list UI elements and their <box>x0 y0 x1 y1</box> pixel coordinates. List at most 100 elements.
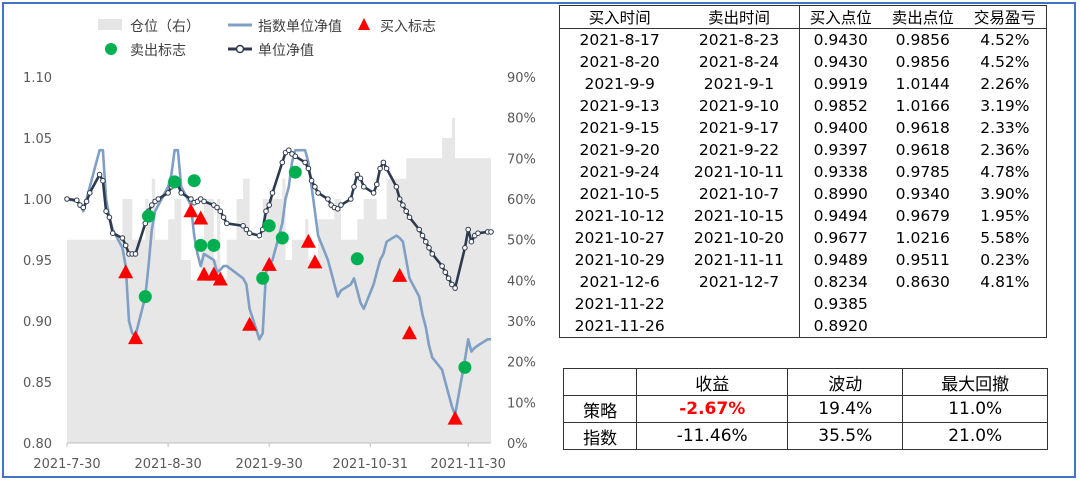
trades-header-sell-time: 卖出时间 <box>679 5 800 29</box>
table-cell: 1.95% <box>980 207 1030 225</box>
table-cell: 0.9785 <box>895 163 950 181</box>
nav-point <box>292 153 299 160</box>
nav-point <box>426 245 432 251</box>
sell-marker <box>262 219 276 233</box>
buy-marker <box>212 271 228 286</box>
table-cell <box>964 315 1047 338</box>
nav-point <box>416 226 423 233</box>
y-right-tick-label: 40% <box>507 274 536 289</box>
legend-swatch-nav-marker <box>235 44 245 54</box>
table-cell: 2021-9-10 <box>679 95 800 117</box>
summary-index-max-drawdown: 21.0% <box>902 422 1048 450</box>
sell-marker <box>168 175 182 189</box>
table-cell: 2.26% <box>980 75 1030 93</box>
table-row: 2021-10-12 2021-10-15 0.9494 0.9679 1.95% <box>560 205 1047 227</box>
table-cell: 0.9856 <box>895 53 950 71</box>
table-cell: 2.36% <box>980 141 1030 159</box>
table-cell: 2021-10-5 <box>579 185 660 203</box>
nav-point <box>263 208 269 214</box>
table-cell: 2021-9-1 <box>679 73 800 95</box>
table-cell: 0.9397 <box>813 141 868 159</box>
table-cell: 0.23% <box>980 251 1030 269</box>
table-cell: 2021-8-17 <box>579 31 660 49</box>
nav-point <box>423 238 429 245</box>
buy-marker <box>118 264 134 279</box>
table-cell: 2021-8-20 <box>579 53 660 71</box>
buy-marker <box>128 330 143 345</box>
summary-strategy-return: -2.67% <box>636 395 789 423</box>
nav-point <box>286 147 292 153</box>
legend-label-buy: 买入标志 <box>380 19 436 35</box>
legend <box>98 18 370 55</box>
nav-point <box>80 204 87 211</box>
summary-strategy-max-drawdown: 11.0% <box>902 395 1048 423</box>
nav-point <box>87 190 93 196</box>
nav-point <box>452 285 458 291</box>
table-cell: 4.52% <box>980 53 1030 71</box>
table-cell <box>679 293 800 315</box>
nav-point <box>383 165 390 172</box>
table-cell: 2021-9-9 <box>584 75 655 93</box>
table-cell: 2021-11-11 <box>679 249 800 271</box>
table-row: 2021-12-6 2021-12-7 0.8234 0.8630 4.81% <box>560 271 1047 293</box>
table-cell: 0.9919 <box>813 75 868 93</box>
table-row: 2021-11-26 0.8920 <box>560 315 1047 338</box>
nav-point <box>429 251 436 257</box>
nav-point <box>220 214 227 221</box>
nav-point <box>377 165 383 172</box>
y-left-tick-label: 1.00 <box>23 193 52 208</box>
summary-header-blank <box>562 368 638 396</box>
table-cell: 2.33% <box>980 119 1030 137</box>
table-cell: 2021-8-24 <box>679 51 800 73</box>
nav-point <box>315 190 321 196</box>
table-row: 2021-9-20 2021-9-22 0.9397 0.9618 2.36% <box>560 139 1047 161</box>
table-cell: 0.9338 <box>813 163 868 181</box>
nav-point <box>149 202 155 208</box>
left-y-axis: 0.80 0.85 0.90 0.95 1.00 1.05 1.10 <box>23 71 52 452</box>
summary-row-strategy: 策略 -2.67% 19.4% 11.0% <box>562 395 1048 423</box>
y-right-tick-label: 60% <box>507 193 536 208</box>
sell-marker <box>138 290 152 304</box>
table-cell: 0.9511 <box>895 251 950 269</box>
nav-point <box>312 184 318 190</box>
summary-header-return: 收益 <box>636 368 789 396</box>
nav-chart: 0.80 0.85 0.90 0.95 1.00 1.05 1.10 0% 10% 20% 30%… <box>23 18 536 472</box>
nav-point <box>449 281 455 288</box>
nav-point <box>178 190 184 196</box>
nav-point <box>119 235 126 241</box>
y-left-tick-label: 0.90 <box>23 315 52 330</box>
nav-point <box>374 181 380 188</box>
nav-point <box>201 198 207 205</box>
table-cell: 0.9385 <box>813 295 868 313</box>
table-cell: 0.8920 <box>813 317 868 335</box>
nav-point <box>188 196 194 202</box>
nav-point <box>214 204 220 211</box>
summary-header-row: 收益 波动 最大回撤 <box>562 368 1048 396</box>
table-cell: 2021-9-17 <box>679 117 800 139</box>
buy-marker <box>300 233 316 248</box>
x-tick-label: 2021-7-30 <box>33 457 100 472</box>
table-cell: 4.52% <box>980 31 1030 49</box>
position-area <box>67 117 491 443</box>
table-cell <box>679 315 800 338</box>
sell-marker <box>207 238 221 252</box>
table-cell: 5.58% <box>980 229 1030 247</box>
y-left-tick-label: 1.05 <box>23 132 52 147</box>
nav-point <box>465 226 472 233</box>
table-cell: 0.9494 <box>813 207 868 225</box>
table-cell: 3.19% <box>980 97 1030 115</box>
table-cell: 0.9489 <box>813 251 868 269</box>
y-left-tick-label: 1.10 <box>23 71 52 86</box>
table-cell: 2021-11-26 <box>574 317 665 335</box>
table-cell: 2021-11-22 <box>574 295 665 313</box>
nav-point <box>155 196 162 202</box>
right-y-axis: 0% 10% 20% 30% 40% 50% 60% 70% 80% 90% <box>507 71 536 452</box>
table-row: 2021-9-9 2021-9-1 0.9919 1.0144 2.26% <box>560 73 1047 95</box>
table-row: 2021-8-17 2021-8-23 0.9430 0.9856 4.52% <box>560 28 1047 51</box>
sell-markers <box>138 165 472 374</box>
table-cell: 2021-10-7 <box>679 183 800 205</box>
nav-point <box>348 196 354 202</box>
table-row: 2021-11-22 0.9385 <box>560 293 1047 315</box>
legend-swatch-sell <box>105 43 117 55</box>
